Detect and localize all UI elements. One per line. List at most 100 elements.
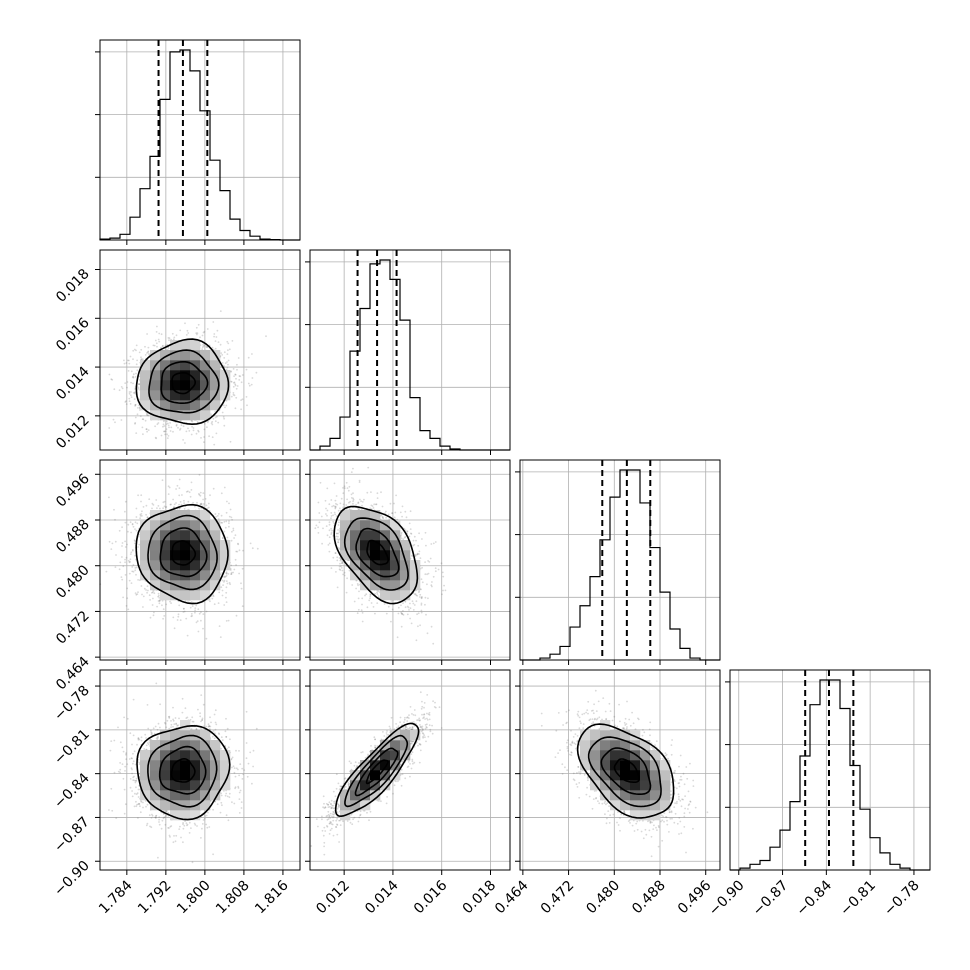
sample-point — [162, 501, 165, 504]
sample-point — [164, 506, 167, 509]
sample-point — [182, 439, 185, 441]
sample-point — [206, 346, 208, 349]
sample-point — [230, 370, 232, 373]
sample-point — [135, 344, 138, 347]
sample-point — [110, 378, 113, 381]
sample-point — [235, 396, 238, 399]
sample-point — [157, 338, 160, 341]
sample-point — [130, 551, 133, 554]
sample-point — [220, 492, 223, 495]
sample-point — [124, 401, 127, 403]
sample-point — [135, 516, 138, 518]
sample-point — [129, 403, 132, 405]
sample-point — [167, 493, 170, 495]
histogram-1 — [310, 259, 510, 451]
sample-point — [222, 416, 225, 418]
sample-point — [237, 543, 240, 546]
sample-point — [138, 351, 141, 354]
sample-point — [179, 429, 181, 431]
sample-point — [146, 585, 149, 588]
sample-point — [161, 604, 163, 607]
sample-point — [230, 380, 233, 383]
sample-point — [228, 520, 230, 522]
sample-point — [213, 333, 216, 335]
sample-point — [217, 518, 220, 520]
sample-point — [147, 351, 149, 353]
density-cell — [180, 340, 191, 351]
sample-point — [162, 344, 164, 347]
sample-point — [145, 428, 148, 430]
sample-point — [234, 558, 237, 561]
sample-point — [138, 383, 141, 386]
sample-point — [241, 398, 244, 401]
sample-point — [127, 608, 130, 611]
panel-frame-0-0 — [99, 39, 301, 241]
density-cell — [190, 370, 201, 381]
sample-point — [151, 591, 153, 594]
sample-point — [196, 620, 199, 622]
sample-point — [151, 604, 154, 606]
sample-point — [192, 429, 195, 432]
sample-point — [145, 513, 148, 516]
sample-point — [178, 487, 181, 489]
sample-point — [137, 494, 140, 497]
sample-point — [124, 574, 127, 576]
sample-point — [142, 595, 145, 598]
sample-point — [133, 348, 136, 351]
sample-point — [175, 424, 178, 427]
sample-point — [145, 504, 148, 507]
sample-point — [156, 423, 159, 426]
sample-point — [169, 503, 172, 506]
sample-point — [162, 423, 165, 426]
sample-point — [135, 566, 138, 569]
sample-point — [202, 345, 205, 347]
sample-point — [138, 383, 141, 386]
density-cell — [180, 400, 191, 411]
sample-point — [226, 582, 229, 585]
sample-point — [128, 579, 131, 582]
sample-point — [147, 346, 150, 349]
sample-point — [190, 489, 193, 491]
sample-point — [114, 518, 116, 521]
sample-point — [211, 423, 214, 426]
sample-point — [197, 429, 200, 432]
sample-point — [203, 428, 206, 431]
sample-point — [152, 614, 155, 617]
sample-point — [198, 473, 201, 476]
sample-point — [134, 592, 137, 594]
sample-point — [227, 363, 229, 366]
sample-point — [170, 426, 173, 429]
sample-point — [136, 522, 139, 525]
sample-point — [167, 347, 170, 350]
sample-point — [140, 494, 143, 497]
sample-point — [167, 422, 169, 425]
sample-point — [125, 403, 128, 405]
sample-point — [135, 372, 137, 375]
sample-point — [214, 347, 217, 350]
sample-point — [233, 375, 236, 377]
sample-point — [191, 425, 194, 428]
sample-point — [130, 391, 132, 393]
sample-point — [194, 505, 196, 508]
sample-point — [245, 368, 248, 371]
hist-panel-3 — [725, 669, 931, 871]
sample-point — [138, 383, 140, 385]
sample-point — [169, 422, 172, 424]
sample-point — [154, 339, 157, 342]
sample-point — [155, 342, 158, 345]
sample-point — [233, 382, 235, 384]
sample-point — [165, 603, 168, 606]
sample-point — [157, 505, 160, 507]
sample-point — [204, 498, 207, 500]
sample-point — [124, 558, 126, 561]
sample-point — [141, 593, 143, 596]
sample-point — [205, 345, 208, 348]
sample-point — [156, 507, 158, 509]
sample-point — [239, 375, 242, 378]
sample-point — [210, 413, 212, 415]
sample-point — [129, 355, 132, 358]
sample-point — [202, 498, 205, 501]
sample-point — [135, 529, 138, 532]
sample-point — [216, 329, 219, 332]
sample-point — [234, 383, 237, 386]
